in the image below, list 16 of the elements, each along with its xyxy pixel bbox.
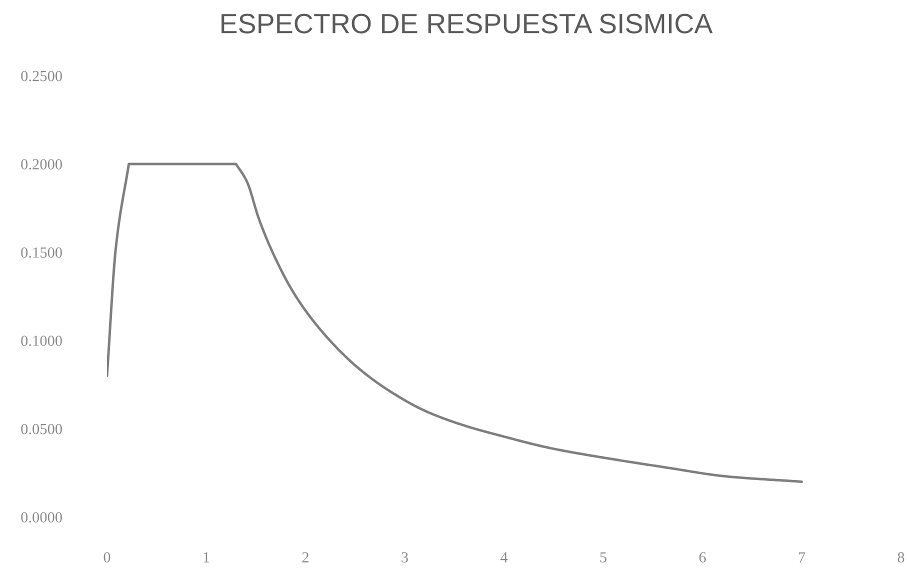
x-tick-label: 1 bbox=[204, 552, 210, 562]
x-tick-label: 0 bbox=[104, 552, 110, 562]
x-tick-label: 5 bbox=[600, 552, 606, 562]
x-tick-label: 2 bbox=[302, 552, 308, 562]
chart-title: ESPECTRO DE RESPUESTA SISMICA bbox=[222, 14, 713, 34]
x-tick-label: 6 bbox=[699, 552, 706, 562]
x-tick-label: 4 bbox=[500, 552, 508, 562]
y-tick-label: 0.1500 bbox=[21, 247, 62, 258]
x-tick-label: 7 bbox=[798, 552, 806, 562]
y-tick-label: 0.1000 bbox=[21, 336, 62, 346]
y-tick-label: 0.2500 bbox=[21, 70, 62, 82]
y-tick-label: 0.0500 bbox=[21, 424, 62, 434]
x-tick-label: 3 bbox=[402, 552, 408, 562]
y-tick-label: 0.0000 bbox=[21, 512, 62, 523]
y-tick-label: 0.2000 bbox=[21, 159, 62, 170]
x-tick-label: 8 bbox=[898, 552, 904, 562]
